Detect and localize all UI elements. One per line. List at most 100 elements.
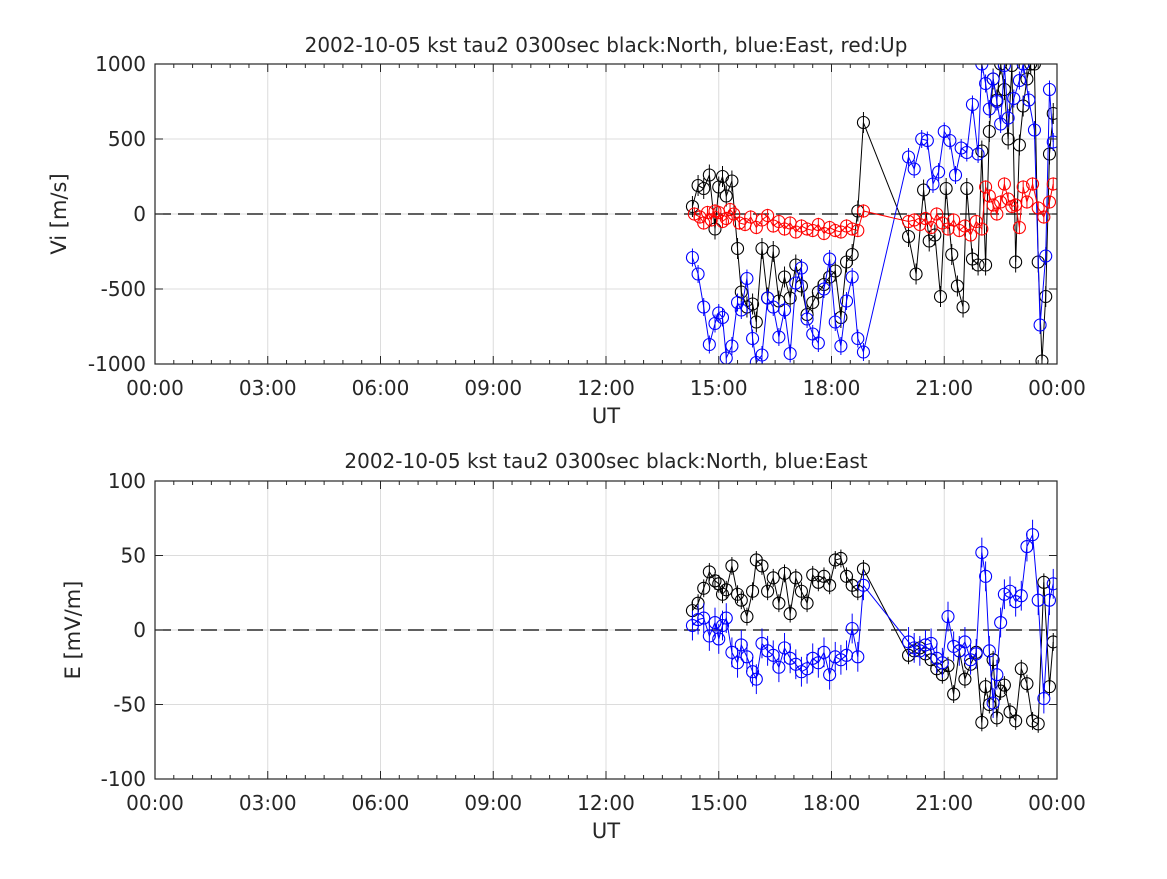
data-point (943, 133, 957, 148)
data-point (777, 303, 792, 317)
data-point (851, 331, 865, 346)
data-point (746, 584, 760, 598)
chart-panel-1: 00:00 03:00 06:00 09:00 12:00 15:00 18:00 21:00… (47, 33, 1086, 428)
data-point (845, 270, 859, 284)
y-tick-label: 0 (133, 618, 146, 642)
data-point (1003, 584, 1017, 598)
series-group (685, 519, 1057, 733)
data-point (691, 267, 705, 281)
data-point (1046, 177, 1057, 191)
data-point (1020, 540, 1034, 554)
y-tick-label: 50 (121, 544, 146, 568)
series-line (692, 557, 1054, 725)
data-point (901, 150, 916, 164)
data-point (839, 294, 854, 308)
y-tick-label: -50 (113, 693, 146, 717)
data-point (994, 615, 1008, 630)
data-point (986, 696, 1000, 710)
data-point (723, 202, 737, 217)
data-point (1001, 132, 1015, 146)
data-point (975, 222, 989, 236)
data-point (941, 610, 955, 624)
data-point (901, 229, 916, 244)
data-point (834, 339, 848, 353)
data-point (1037, 575, 1051, 589)
data-point (924, 636, 938, 650)
data-point (975, 715, 989, 729)
data-point (700, 205, 715, 220)
data-point (856, 578, 870, 592)
data-point (755, 559, 769, 573)
data-point (730, 295, 745, 310)
data-point (1009, 714, 1023, 728)
data-point (997, 177, 1011, 191)
data-point (851, 650, 865, 664)
data-point (1042, 593, 1057, 607)
data-point (834, 551, 848, 566)
data-point (828, 553, 842, 567)
data-point (719, 211, 733, 226)
data-point (732, 216, 746, 230)
x-tick-label: 09:00 (464, 791, 522, 815)
data-point (755, 348, 769, 362)
y-tick-label: 500 (108, 127, 146, 151)
y-axis-label: E [mV/m] (61, 581, 85, 680)
data-point (947, 687, 961, 701)
data-point (783, 346, 797, 361)
series-east (685, 64, 1057, 364)
data-point (1012, 138, 1026, 152)
data-point (1020, 195, 1034, 209)
data-point (725, 174, 739, 188)
data-point (909, 267, 923, 281)
x-tick-label: 15:00 (690, 791, 748, 815)
data-point (964, 228, 978, 242)
data-point (772, 660, 786, 674)
data-point (715, 587, 730, 601)
data-point (1027, 64, 1041, 71)
chart-title: 2002-10-05 kst tau2 0300sec black:North,… (344, 449, 867, 473)
data-point (979, 258, 993, 272)
data-point (986, 653, 1000, 667)
data-point (986, 72, 1000, 86)
data-point (856, 204, 870, 218)
data-point (1035, 354, 1049, 364)
x-tick-label: 06:00 (352, 376, 410, 400)
data-point (1009, 255, 1023, 269)
data-point (691, 613, 705, 627)
data-point (969, 647, 983, 661)
data-point (712, 632, 726, 646)
data-point (783, 607, 797, 621)
y-tick-label: -100 (101, 767, 146, 791)
data-point (926, 177, 940, 191)
data-point (772, 330, 786, 344)
data-point (746, 331, 760, 346)
series-line (692, 532, 1054, 704)
y-tick-label: 1000 (95, 52, 146, 76)
data-point (1042, 195, 1057, 209)
data-point (685, 199, 699, 214)
panels-root: 00:00 03:00 06:00 09:00 12:00 15:00 18:00 21:00… (47, 33, 1086, 843)
data-point (715, 214, 730, 229)
data-point (800, 596, 814, 610)
data-point (734, 638, 748, 652)
data-point (917, 183, 931, 197)
data-point (708, 615, 722, 630)
chart-panel-2: 00:00 03:00 06:00 09:00 12:00 15:00 18:00 21:00… (61, 449, 1086, 843)
data-point (1027, 123, 1041, 137)
data-point (1033, 318, 1047, 332)
x-tick-label: 15:00 (690, 376, 748, 400)
data-point (817, 282, 831, 296)
data-point (935, 656, 949, 670)
data-point (965, 97, 979, 112)
data-point (746, 665, 760, 679)
data-point (828, 315, 842, 329)
data-point (945, 247, 959, 262)
x-tick-label: 00:00 (126, 376, 184, 400)
data-point (811, 656, 825, 670)
data-point (806, 295, 820, 310)
data-point (761, 584, 775, 598)
y-tick-label: -1000 (88, 352, 146, 376)
data-point (766, 648, 780, 662)
chart-title: 2002-10-05 kst tau2 0300sec black:North,… (305, 33, 908, 57)
